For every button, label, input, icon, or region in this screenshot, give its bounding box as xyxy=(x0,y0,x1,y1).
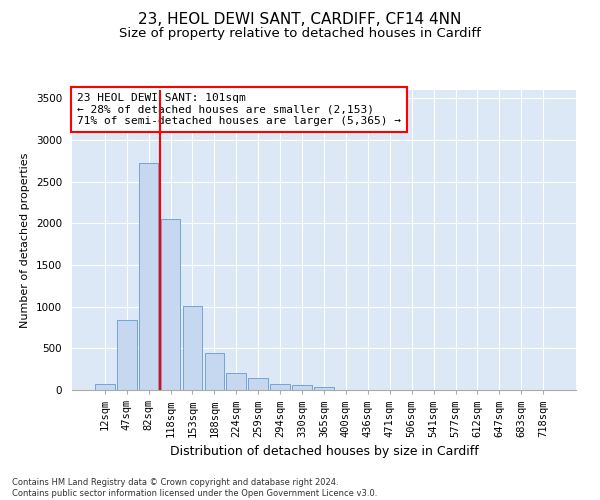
Bar xyxy=(117,320,137,390)
Bar xyxy=(205,352,224,390)
Text: 23, HEOL DEWI SANT, CARDIFF, CF14 4NN: 23, HEOL DEWI SANT, CARDIFF, CF14 4NN xyxy=(139,12,461,28)
Text: Size of property relative to detached houses in Cardiff: Size of property relative to detached ho… xyxy=(119,28,481,40)
Text: 23 HEOL DEWI SANT: 101sqm
← 28% of detached houses are smaller (2,153)
71% of se: 23 HEOL DEWI SANT: 101sqm ← 28% of detac… xyxy=(77,93,401,126)
Bar xyxy=(226,372,246,390)
Bar xyxy=(270,384,290,390)
Bar xyxy=(292,386,312,390)
Bar xyxy=(248,378,268,390)
Bar xyxy=(161,219,181,390)
Text: Contains HM Land Registry data © Crown copyright and database right 2024.
Contai: Contains HM Land Registry data © Crown c… xyxy=(12,478,377,498)
Bar xyxy=(314,386,334,390)
Y-axis label: Number of detached properties: Number of detached properties xyxy=(20,152,31,328)
Bar xyxy=(95,384,115,390)
X-axis label: Distribution of detached houses by size in Cardiff: Distribution of detached houses by size … xyxy=(170,445,478,458)
Bar xyxy=(182,306,202,390)
Bar xyxy=(139,164,158,390)
